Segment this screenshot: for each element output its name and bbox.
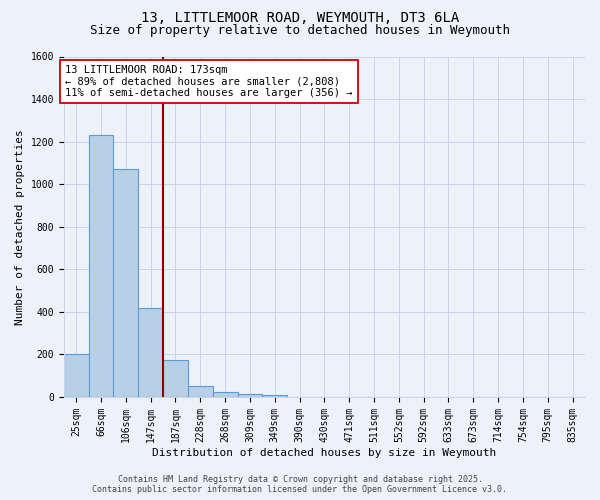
Text: 13, LITTLEMOOR ROAD, WEYMOUTH, DT3 6LA: 13, LITTLEMOOR ROAD, WEYMOUTH, DT3 6LA [141,11,459,25]
Text: 13 LITTLEMOOR ROAD: 173sqm
← 89% of detached houses are smaller (2,808)
11% of s: 13 LITTLEMOOR ROAD: 173sqm ← 89% of deta… [65,65,353,98]
Bar [89,135,113,397]
Text: Contains HM Land Registry data © Crown copyright and database right 2025.
Contai: Contains HM Land Registry data © Crown c… [92,474,508,494]
Y-axis label: Number of detached properties: Number of detached properties [15,129,25,324]
Bar [163,360,188,397]
X-axis label: Distribution of detached houses by size in Weymouth: Distribution of detached houses by size … [152,448,497,458]
Bar [64,354,89,397]
Bar [262,395,287,397]
Bar [238,394,262,397]
Bar [138,308,163,397]
Bar [212,392,238,397]
Bar [113,170,138,397]
Text: Size of property relative to detached houses in Weymouth: Size of property relative to detached ho… [90,24,510,37]
Bar [188,386,212,397]
